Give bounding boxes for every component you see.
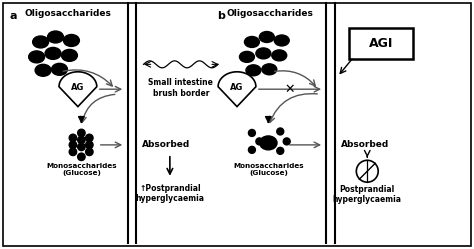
Text: a: a (10, 11, 17, 21)
Circle shape (78, 129, 85, 137)
Circle shape (78, 153, 85, 161)
Text: Oligosaccharides: Oligosaccharides (25, 9, 111, 18)
FancyBboxPatch shape (349, 28, 413, 59)
Circle shape (86, 134, 93, 142)
Polygon shape (218, 72, 256, 107)
Circle shape (248, 146, 255, 153)
Circle shape (248, 129, 255, 136)
Circle shape (86, 141, 93, 149)
Ellipse shape (64, 35, 79, 46)
Text: Monosaccharides
(Glucose): Monosaccharides (Glucose) (46, 163, 117, 176)
Text: ✕: ✕ (285, 83, 295, 96)
Text: b: b (217, 11, 225, 21)
Text: ↑Postprandial
hyperglycaemia: ↑Postprandial hyperglycaemia (136, 184, 204, 203)
Circle shape (277, 147, 284, 154)
Circle shape (78, 136, 85, 144)
Ellipse shape (274, 35, 289, 46)
Ellipse shape (246, 65, 261, 76)
Text: Monosaccharides
(Glucose): Monosaccharides (Glucose) (233, 163, 304, 176)
Ellipse shape (260, 136, 277, 150)
Ellipse shape (239, 51, 255, 62)
Text: Small intestine
brush border: Small intestine brush border (148, 78, 213, 98)
Polygon shape (59, 72, 97, 107)
Ellipse shape (52, 63, 67, 75)
Ellipse shape (272, 50, 287, 61)
Ellipse shape (256, 48, 271, 59)
Circle shape (78, 143, 85, 151)
Ellipse shape (45, 47, 61, 59)
Ellipse shape (33, 36, 48, 48)
Text: AG: AG (230, 83, 244, 92)
FancyBboxPatch shape (3, 3, 471, 246)
Text: AGI: AGI (369, 37, 393, 50)
Circle shape (277, 128, 284, 135)
Ellipse shape (28, 51, 45, 63)
Ellipse shape (47, 31, 64, 43)
Ellipse shape (262, 64, 277, 75)
Text: AG: AG (71, 83, 84, 92)
Ellipse shape (35, 64, 51, 76)
Ellipse shape (245, 37, 259, 47)
Circle shape (69, 134, 77, 142)
Text: Oligosaccharides: Oligosaccharides (227, 9, 314, 18)
Ellipse shape (62, 49, 77, 61)
Text: Absorbed: Absorbed (142, 140, 190, 149)
Circle shape (356, 160, 378, 182)
Text: Absorbed: Absorbed (341, 140, 389, 149)
Text: Postprandial
hyperglycaemia: Postprandial hyperglycaemia (333, 185, 402, 204)
Circle shape (69, 148, 77, 156)
Circle shape (69, 141, 77, 149)
Ellipse shape (259, 32, 274, 43)
Circle shape (256, 138, 263, 145)
Circle shape (86, 148, 93, 156)
Circle shape (283, 138, 290, 145)
